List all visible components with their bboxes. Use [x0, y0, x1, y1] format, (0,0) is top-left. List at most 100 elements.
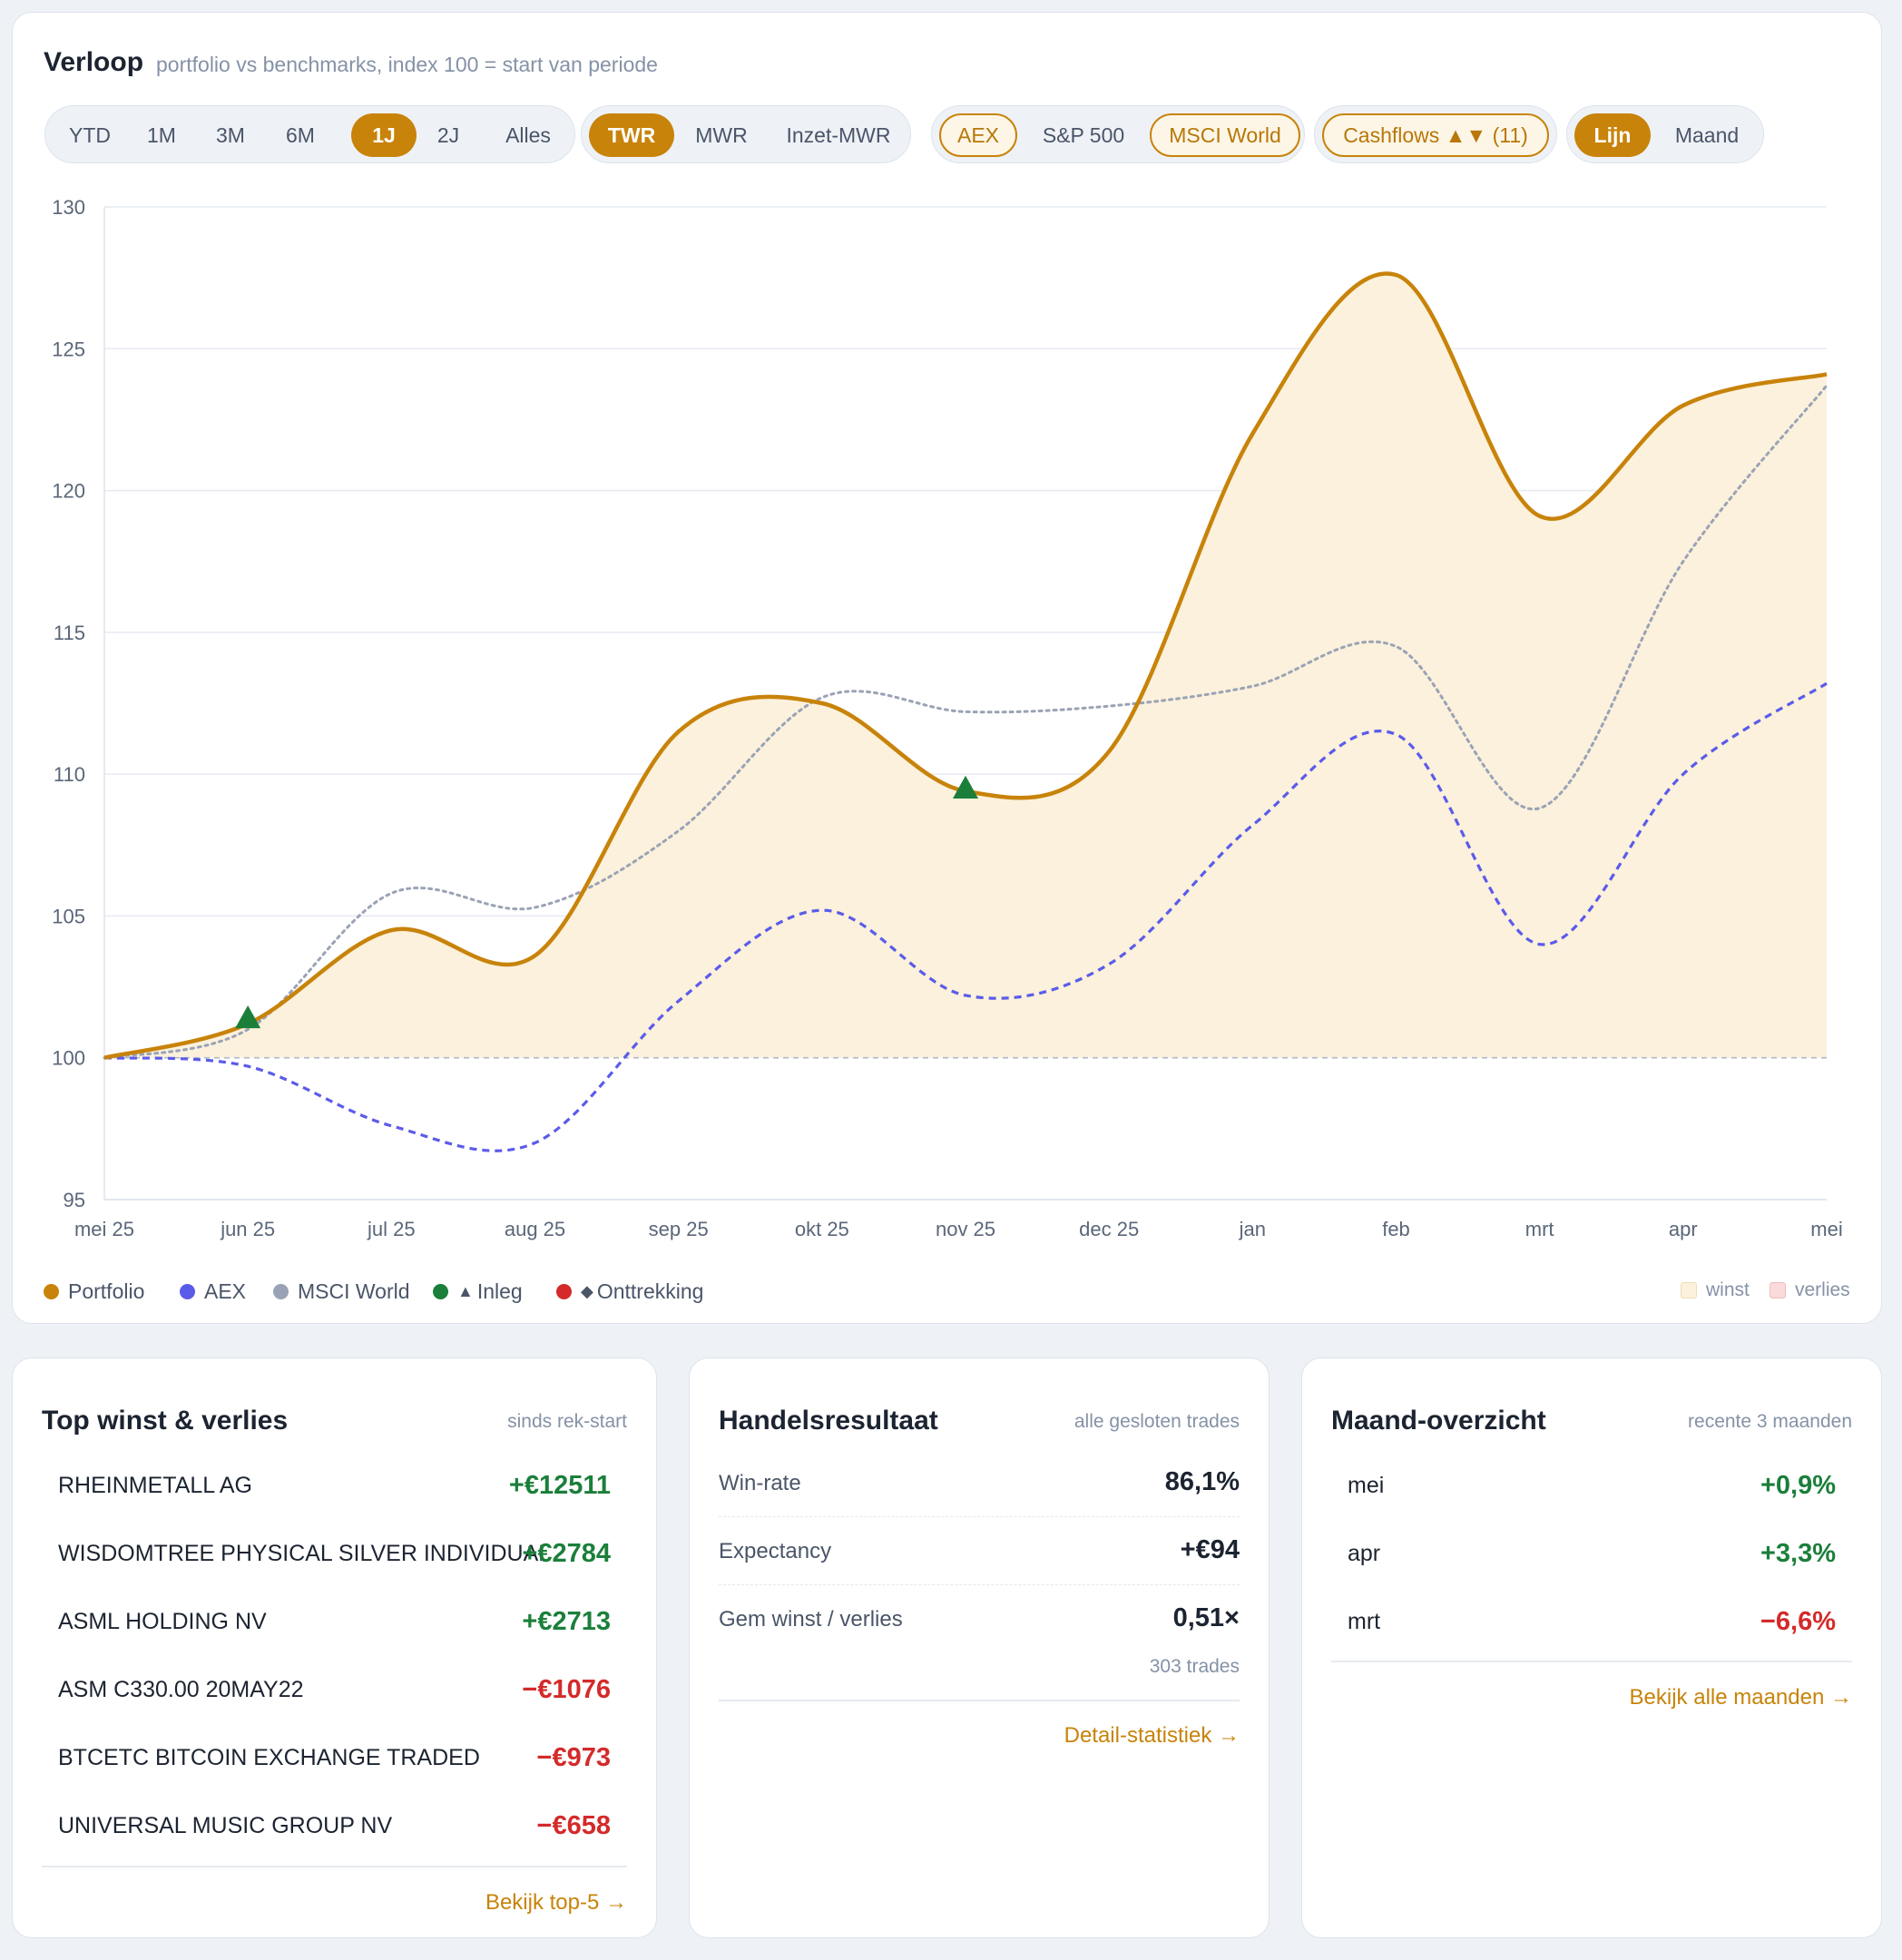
cashflows-selector: Cashflows ▲▼ (11) [1314, 105, 1557, 163]
stat-label: Win-rate [719, 1471, 801, 1495]
view-lijn-button[interactable]: Lijn [1574, 113, 1651, 157]
legend-portfolio: Portfolio [44, 1279, 144, 1304]
benchmark-aex-toggle[interactable]: AEX [939, 113, 1017, 157]
period-2j-button[interactable]: 2J [436, 123, 460, 147]
y-tick-label: 95 [64, 1189, 85, 1211]
x-tick-label: dec 25 [1079, 1218, 1139, 1240]
stat-label: Gem winst / verlies [719, 1607, 903, 1632]
legend-portfolio-label: Portfolio [68, 1279, 145, 1303]
list-item[interactable]: RHEINMETALL AG +€12511 [42, 1453, 627, 1521]
position-name: ASM C330.00 20MAY22 [58, 1677, 304, 1702]
position-name: BTCETC BITCOIN EXCHANGE TRADED [58, 1745, 480, 1770]
x-tick-label: jul 25 [367, 1218, 416, 1240]
legend-inleg: ▲ Inleg [433, 1279, 523, 1304]
legend-aex-label: AEX [204, 1279, 247, 1303]
month-name: mei [1348, 1473, 1385, 1498]
inleg-marker [235, 1004, 261, 1029]
legend-msci-swatch [273, 1284, 289, 1299]
period-1j-button[interactable]: 1J [351, 113, 417, 157]
benchmark-selector: AEX S&P 500 MSCI World [931, 105, 1305, 163]
stat-value: 0,51× [1172, 1603, 1240, 1632]
view-maand-button[interactable]: Maand [1674, 123, 1740, 147]
performance-chart-card: Verloop portfolio vs benchmarks, index 1… [12, 12, 1882, 1324]
chart-legend: Portfolio AEX MSCI World ▲ Inleg ◆ Onttr… [13, 1279, 1883, 1307]
stat-row-avg-win-loss: Gem winst / verlies 0,51× [719, 1585, 1240, 1653]
period-alles-button[interactable]: Alles [505, 123, 551, 147]
period-ytd-button[interactable]: YTD [69, 123, 111, 147]
y-tick-label: 125 [52, 338, 85, 360]
series-aex-line [103, 681, 1828, 1152]
y-tick-label: 130 [52, 196, 85, 219]
x-tick-label: mrt [1525, 1218, 1554, 1240]
y-tick-label: 115 [54, 622, 85, 644]
legend-msci-label: MSCI World [298, 1279, 410, 1303]
benchmark-msci-world-toggle[interactable]: MSCI World [1150, 113, 1300, 157]
legend-inleg-label: Inleg [476, 1279, 523, 1303]
top-meta: sinds rek-start [507, 1411, 627, 1432]
list-item[interactable]: UNIVERSAL MUSIC GROUP NV −€658 [42, 1793, 627, 1861]
method-inzet-mwr-button[interactable]: Inzet-MWR [786, 123, 891, 147]
view-mode-selector: Lijn Maand [1566, 105, 1764, 163]
position-value: −€973 [536, 1743, 611, 1772]
period-1m-button[interactable]: 1M [147, 123, 176, 147]
triangle-up-icon: ▲ [457, 1282, 474, 1300]
position-value: +€2713 [522, 1607, 611, 1636]
legend-winst-label: winst [1706, 1279, 1750, 1300]
cashflows-toggle[interactable]: Cashflows ▲▼ (11) [1322, 113, 1549, 157]
legend-msci: MSCI World [273, 1279, 410, 1304]
divider [1331, 1661, 1852, 1662]
top-winners-losers-card: Top winst & verlies sinds rek-start RHEI… [12, 1357, 657, 1938]
detail-statistics-link[interactable]: Detail-statistiek → [1064, 1723, 1240, 1748]
position-value: −€1076 [522, 1675, 611, 1704]
months-title: Maand-overzicht [1331, 1406, 1546, 1436]
legend-winst-swatch [1681, 1282, 1697, 1298]
view-all-months-link[interactable]: Bekijk alle maanden → [1629, 1685, 1852, 1710]
x-tick-label: feb [1382, 1218, 1410, 1240]
position-name: ASML HOLDING NV [58, 1609, 267, 1634]
y-tick-label: 100 [52, 1047, 85, 1070]
x-tick-label: jun 25 [220, 1218, 275, 1240]
list-item[interactable]: WISDOMTREE PHYSICAL SILVER INDIVIDUAL +€… [42, 1521, 627, 1589]
position-name: UNIVERSAL MUSIC GROUP NV [58, 1813, 393, 1838]
position-value: +€2784 [522, 1539, 611, 1568]
list-item[interactable]: mrt −6,6% [1331, 1589, 1852, 1657]
list-item[interactable]: apr +3,3% [1331, 1521, 1852, 1589]
period-6m-button[interactable]: 6M [286, 123, 315, 147]
stat-row-win-rate: Win-rate 86,1% [719, 1449, 1240, 1517]
x-tick-label: mei 25 [74, 1218, 134, 1240]
month-return: +0,9% [1760, 1471, 1836, 1500]
position-name: RHEINMETALL AG [58, 1473, 252, 1498]
list-item[interactable]: ASM C330.00 20MAY22 −€1076 [42, 1657, 627, 1725]
performance-line-chart: 95 100 105 110 115 120 125 130 mei 25 jun 25 jul 2… [52, 196, 1842, 1240]
trade-meta: alle gesloten trades [1074, 1411, 1240, 1432]
divider [719, 1700, 1240, 1701]
y-tick-label: 120 [52, 480, 85, 503]
chart-subtitle: portfolio vs benchmarks, index 100 = sta… [156, 53, 658, 76]
x-tick-label: nov 25 [936, 1218, 995, 1240]
legend-verlies-label: verlies [1795, 1279, 1850, 1300]
legend-onttrekking: ◆ Onttrekking [556, 1279, 703, 1304]
trade-count: 303 trades [1149, 1656, 1240, 1677]
method-mwr-button[interactable]: MWR [695, 123, 748, 147]
y-tick-label: 110 [54, 763, 85, 786]
list-item[interactable]: mei +0,9% [1331, 1453, 1852, 1521]
legend-onttrekking-swatch [556, 1284, 572, 1299]
method-twr-button[interactable]: TWR [589, 113, 674, 157]
list-item[interactable]: BTCETC BITCOIN EXCHANGE TRADED −€973 [42, 1725, 627, 1793]
stat-label: Expectancy [719, 1539, 832, 1563]
benchmark-sp500-toggle[interactable]: S&P 500 [1042, 123, 1125, 147]
month-return: +3,3% [1760, 1539, 1836, 1568]
legend-inleg-swatch [433, 1284, 448, 1299]
stat-row-expectancy: Expectancy +€94 [719, 1517, 1240, 1585]
legend-portfolio-swatch [44, 1284, 59, 1299]
legend-aex: AEX [180, 1279, 246, 1304]
x-tick-label: aug 25 [505, 1218, 565, 1240]
method-selector: TWR MWR Inzet-MWR [581, 105, 911, 163]
period-3m-button[interactable]: 3M [216, 123, 245, 147]
portfolio-gain-area [104, 273, 1827, 1058]
view-top5-link[interactable]: Bekijk top-5 → [485, 1890, 627, 1915]
series-portfolio-line [103, 271, 1828, 1060]
list-item[interactable]: ASML HOLDING NV +€2713 [42, 1589, 627, 1657]
x-tick-label: okt 25 [795, 1218, 849, 1240]
month-return: −6,6% [1760, 1607, 1836, 1636]
